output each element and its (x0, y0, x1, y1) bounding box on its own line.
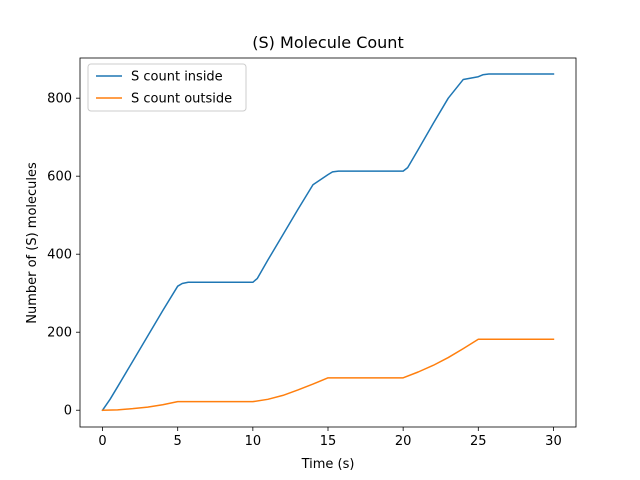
x-tick-label: 15 (320, 434, 337, 449)
legend-label-1: S count inside (131, 70, 223, 85)
x-tick-label: 5 (174, 434, 182, 449)
x-tick-label: 20 (395, 434, 412, 449)
x-tick-label: 10 (245, 434, 262, 449)
y-tick-label: 800 (47, 92, 72, 107)
y-tick-label: 0 (64, 404, 72, 419)
plot-area: 0 5 10 15 20 25 30 0 200 400 600 800 (47, 57, 577, 449)
x-axis-label: Time (s) (301, 457, 355, 472)
series-line-2 (101, 338, 555, 411)
x-tick-label: 0 (98, 434, 106, 449)
y-tick-label: 400 (47, 248, 72, 263)
y-tick-label: 600 (47, 170, 72, 185)
y-tick-label: 200 (47, 326, 72, 341)
series-line-1 (101, 73, 555, 412)
y-axis-label: Number of (S) molecules (25, 162, 40, 324)
legend-label-2: S count outside (131, 92, 232, 107)
legend: S count inside S count outside (87, 63, 247, 112)
legend-box (87, 63, 247, 112)
chart-title: (S) Molecule Count (252, 33, 403, 52)
x-tick-label: 30 (545, 434, 562, 449)
x-tick-label: 25 (470, 434, 487, 449)
